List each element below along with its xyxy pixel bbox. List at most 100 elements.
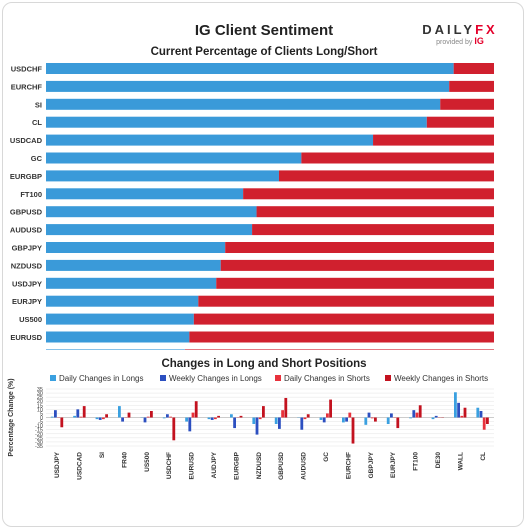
- bar-daily-long-gc: [319, 417, 323, 420]
- bar-long-usdcad: [46, 134, 374, 146]
- bar-daily-short-gc: [326, 413, 329, 418]
- bar-daily-long-eurgbp: [230, 414, 233, 418]
- bar-weekly-long-usdchf: [166, 414, 169, 418]
- x-tick-label-ft100: FT100: [413, 452, 420, 471]
- bar-long-usdchf: [46, 63, 454, 74]
- bar-daily-short-usdchf: [169, 416, 172, 418]
- category-label-usdcad: USDCAD: [10, 136, 43, 145]
- legend-swatch: [385, 375, 391, 381]
- bar-daily-long-usdchf: [162, 417, 166, 419]
- bar-weekly-long-audusd: [300, 417, 304, 430]
- bar-short-gbpusd: [256, 206, 494, 218]
- bar-weekly-short-audjpy: [217, 415, 220, 418]
- bar-long-si: [46, 98, 441, 110]
- bar-weekly-long-audjpy: [210, 417, 214, 420]
- bar-daily-short-usdcad: [79, 416, 83, 418]
- legend-weekly-longs: Weekly Changes in Longs: [160, 374, 262, 383]
- bar-daily-long-si: [95, 417, 99, 420]
- bar-long-eurchf: [46, 80, 450, 92]
- bar-weekly-short-usdchf: [172, 417, 176, 441]
- y-tick-label: 20: [37, 399, 43, 405]
- bar-weekly-long-gbpjpy: [367, 412, 371, 418]
- bar-daily-long-usdjpy: [50, 416, 54, 418]
- x-tick-label-usdcad: USDCAD: [77, 452, 84, 480]
- category-label-si: SI: [35, 100, 42, 109]
- bar-daily-long-nzdusd: [252, 417, 256, 425]
- bar-weekly-long-si: [98, 417, 102, 420]
- y-tick-label: -30: [35, 440, 43, 446]
- page-title: IG Client Sentiment: [194, 22, 334, 39]
- bar-weekly-short-fr40: [127, 412, 131, 418]
- bar-weekly-short-eurchf: [351, 417, 355, 444]
- y-axis-label: Percentage Change (%): [8, 378, 15, 456]
- bar-short-us500: [193, 313, 494, 325]
- category-label-gbpusd: GBPUSD: [10, 208, 43, 217]
- legend-swatch: [275, 375, 281, 381]
- x-tick-label-gbpjpy: GBPJPY: [368, 451, 375, 478]
- x-tick-label-usdjpy: USDJPY: [54, 451, 61, 478]
- y-tick-label: -25: [35, 436, 43, 442]
- sentiment-chart: USDCHF EURCHF SI CL USDCAD GC EURGBP FT100 GBPUS…: [10, 63, 495, 350]
- bar-short-gbpjpy: [225, 242, 494, 253]
- bar-weekly-short-gbpusd: [284, 397, 288, 418]
- bar-weekly-short-usdjpy: [60, 417, 64, 428]
- bar-daily-short-eurusd: [191, 412, 195, 418]
- bar-long-cl: [46, 116, 427, 128]
- x-tick-label-cl: CL: [480, 452, 487, 461]
- bar-long-us500: [46, 313, 194, 325]
- dailyfx-logo: DAILYFX provided by IG: [420, 22, 500, 46]
- bar-daily-short-ft100: [415, 412, 419, 418]
- bar-weekly-long-nzdusd: [255, 417, 259, 435]
- bar-weekly-long-usdjpy: [54, 410, 57, 418]
- bar-weekly-long-us500: [143, 417, 147, 423]
- bar-weekly-long-fr40: [121, 417, 124, 422]
- bar-weekly-short-ft100: [418, 405, 422, 418]
- logo-provided-by: provided by IG: [436, 36, 484, 46]
- category-label-eurchf: EURCHF: [11, 82, 43, 91]
- bar-long-gbpusd: [46, 206, 257, 218]
- y-tick-label: -5: [38, 420, 43, 426]
- category-label-usdchf: USDCHF: [11, 65, 43, 74]
- legend-weekly-shorts: Weekly Changes in Shorts: [385, 374, 488, 383]
- y-tick-label: 0: [40, 416, 43, 422]
- x-tick-label-eurgbp: EURGBP: [233, 451, 240, 479]
- category-label-eurusd: EURUSD: [10, 333, 42, 342]
- bar-short-si: [440, 98, 494, 110]
- category-label-gc: GC: [31, 154, 43, 163]
- bar-daily-short-gbpusd: [281, 410, 284, 418]
- sentiment-chart-title: Current Percentage of Clients Long/Short: [150, 46, 378, 58]
- y-tick-label: 30: [37, 391, 43, 397]
- x-tick-label-us500: US500: [144, 452, 151, 472]
- y-tick-label: 25: [37, 395, 43, 401]
- bar-short-usdchf: [453, 63, 494, 74]
- y-tick-label: 15: [37, 403, 43, 409]
- x-tick-label-de30: DE30: [435, 452, 442, 469]
- category-label-gbpjpy: GBPJPY: [12, 244, 42, 253]
- bar-weekly-short-audusd: [306, 414, 310, 418]
- bar-long-eurusd: [46, 331, 190, 343]
- bar-short-gc: [301, 152, 494, 164]
- bar-weekly-long-gc: [322, 417, 326, 423]
- bar-short-cl: [426, 116, 494, 128]
- y-tick-label: -20: [35, 432, 43, 438]
- bar-short-nzdusd: [220, 259, 494, 271]
- bar-daily-short-gbpjpy: [370, 417, 374, 419]
- legend-daily-shorts: Daily Changes in Shorts: [275, 374, 370, 383]
- bar-short-ft100: [243, 188, 494, 200]
- category-label-us500: US500: [19, 315, 42, 324]
- bar-short-eurusd: [189, 331, 495, 343]
- bar-daily-short-eurchf: [348, 412, 352, 418]
- bar-short-usdcad: [373, 134, 494, 146]
- bar-daily-short-wall: [460, 415, 464, 418]
- logo-wordmark: DAILYFX: [422, 22, 498, 37]
- bar-daily-long-eurusd: [185, 417, 188, 422]
- bar-long-nzdusd: [46, 259, 221, 271]
- bar-short-eurgbp: [278, 170, 494, 182]
- y-tick-label: -10: [35, 424, 43, 430]
- y-tick-label: 5: [40, 411, 43, 417]
- x-tick-label-audusd: AUDUSD: [301, 452, 308, 480]
- x-tick-label-eurchf: EURCHF: [345, 452, 352, 479]
- bar-daily-long-usdcad: [73, 415, 76, 418]
- bar-daily-long-de30: [431, 417, 435, 420]
- bar-long-gc: [46, 152, 302, 164]
